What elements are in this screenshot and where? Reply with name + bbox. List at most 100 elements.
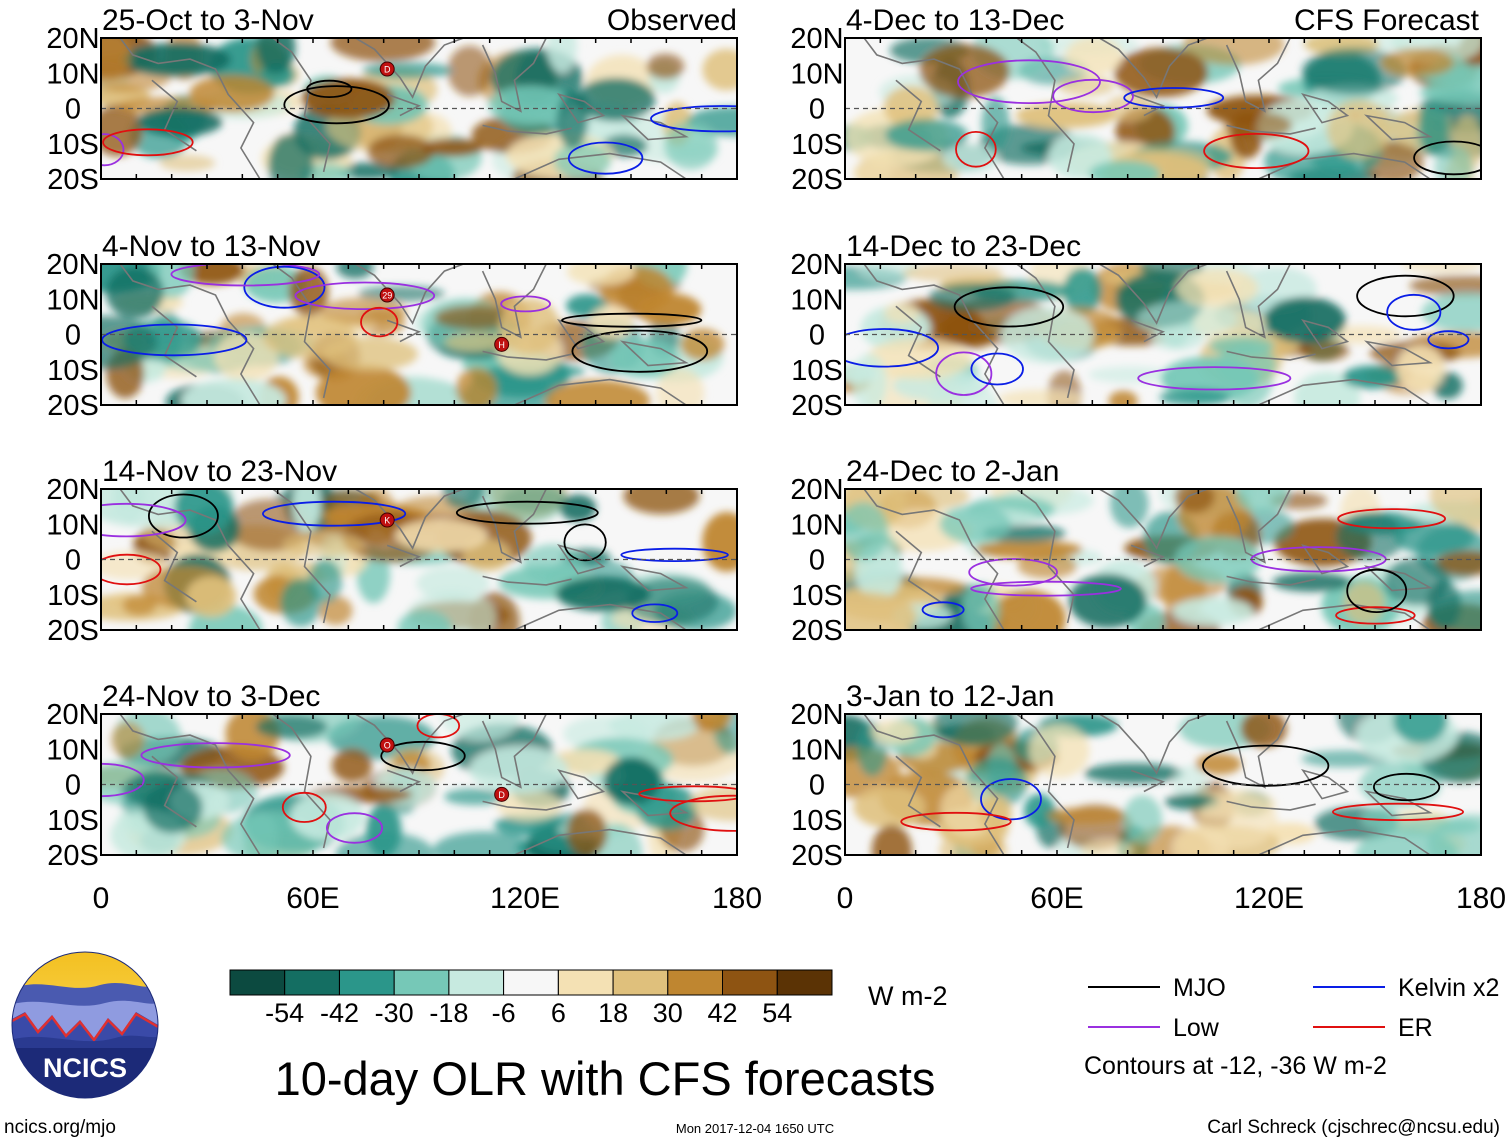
olr-anomaly-blob [189, 75, 275, 113]
olr-anomaly-blob [702, 512, 737, 572]
y-tick-label: 20S [791, 840, 843, 872]
olr-anomaly-blob [1057, 75, 1115, 97]
x-tick-label: 60E [286, 882, 339, 915]
coastline [272, 264, 331, 399]
contour-kelvin-x2 [631, 603, 679, 623]
coastline [1226, 124, 1316, 135]
contour-er [281, 791, 327, 823]
coastline [863, 38, 1005, 179]
colorbar-swatch [667, 969, 723, 996]
storm-marker: 29 [379, 287, 395, 303]
legend-label: MJO [1173, 974, 1226, 1002]
y-tick-label: 10S [791, 355, 843, 387]
contour-mjo [455, 500, 599, 525]
olr-anomaly-blob [1063, 267, 1102, 314]
colorbar-tick-label: 18 [598, 998, 628, 1028]
olr-anomaly-blob [978, 795, 1012, 832]
storm-marker: O [379, 737, 395, 753]
olr-anomaly-blob [111, 721, 145, 759]
coastline [895, 755, 941, 828]
legend-label: ER [1398, 1014, 1433, 1042]
legend-label: Kelvin x2 [1398, 974, 1499, 1002]
contour-low [935, 351, 993, 396]
contour-mjo [1346, 568, 1408, 614]
coastline [1258, 378, 1431, 405]
olr-anomaly-blob [1081, 839, 1134, 855]
coastline [514, 828, 687, 855]
panel-title: 4-Nov to 13-Nov [102, 230, 320, 263]
panel-ticks [844, 714, 1482, 855]
coastlines [119, 38, 689, 179]
coastline [1225, 489, 1291, 564]
contour-er [900, 811, 1012, 832]
contour-mjo [1373, 772, 1441, 802]
coastline [1016, 489, 1075, 624]
olr-anomaly-blob [1359, 761, 1442, 808]
contour-kelvin-x2 [1427, 330, 1470, 350]
coastline [1016, 264, 1075, 399]
storm-marker: D [379, 61, 395, 77]
olr-anomaly-blob [497, 790, 562, 821]
coastline [514, 152, 687, 179]
panel-ticks [100, 489, 738, 630]
y-tick-label: 10S [791, 129, 843, 161]
y-tick-label: 10S [47, 355, 99, 387]
contour-er [1332, 802, 1465, 822]
coastline [1301, 544, 1350, 575]
y-tick-label: 0 [65, 94, 81, 126]
y-tick-label: 10N [790, 509, 843, 541]
olr-anomaly-blob [499, 298, 560, 355]
colorbar-tick-label: 42 [707, 998, 737, 1028]
olr-anomaly-blob [603, 757, 660, 806]
olr-anomaly-blob [1108, 390, 1138, 405]
olr-anomaly-blob [123, 42, 231, 77]
olr-anomaly-blob [421, 138, 484, 157]
coastline [1130, 544, 1166, 568]
olr-field [845, 714, 1481, 855]
y-tick-label: 20S [791, 390, 843, 422]
colorbar-swatch [339, 969, 395, 996]
olr-anomaly-blob [990, 589, 1066, 630]
ncics-logo: NCICS [11, 951, 159, 1099]
coastline [354, 38, 464, 99]
olr-anomaly-blob [1235, 489, 1289, 514]
olr-anomaly-blob [214, 332, 279, 382]
coastline [1098, 714, 1208, 775]
coastline [272, 489, 331, 624]
y-tick-label: 10N [790, 58, 843, 90]
contour-mjo [563, 523, 607, 562]
olr-field [845, 489, 1481, 630]
olr-anomaly-blob [871, 719, 918, 745]
olr-field: D [101, 38, 737, 179]
olr-anomaly-blob [330, 38, 436, 62]
contour-low [500, 295, 551, 313]
figure-title: 10-day OLR with CFS forecasts [275, 1052, 936, 1105]
y-tick-label: 10S [791, 805, 843, 837]
olr-anomaly-blob [885, 118, 969, 152]
olr-anomaly-blob [636, 293, 702, 326]
olr-anomaly-blob [1342, 365, 1401, 389]
coastline [482, 575, 572, 586]
contour-low [294, 281, 436, 311]
olr-anomaly-blob [556, 91, 589, 149]
olr-anomaly-blob [397, 609, 452, 630]
olr-anomaly-blob [1065, 38, 1123, 76]
olr-anomaly-blob [866, 338, 973, 380]
panel-ticks [100, 38, 738, 179]
legend-entry-low: Low [1088, 1014, 1220, 1042]
coastline [1225, 264, 1291, 339]
footer-url[interactable]: ncics.org/mjo [4, 1117, 116, 1138]
olr-anomaly-blob [447, 45, 493, 97]
legend-entry-er: ER [1313, 1014, 1433, 1042]
coastline [481, 714, 547, 789]
contour-kelvin-x2 [262, 500, 407, 527]
olr-anomaly-blob [1240, 714, 1287, 748]
coastlines [863, 714, 1433, 855]
coastline [151, 755, 197, 828]
contour-low [957, 59, 1101, 104]
y-tick-label: 20S [47, 390, 99, 422]
storm-label: D [384, 65, 391, 75]
